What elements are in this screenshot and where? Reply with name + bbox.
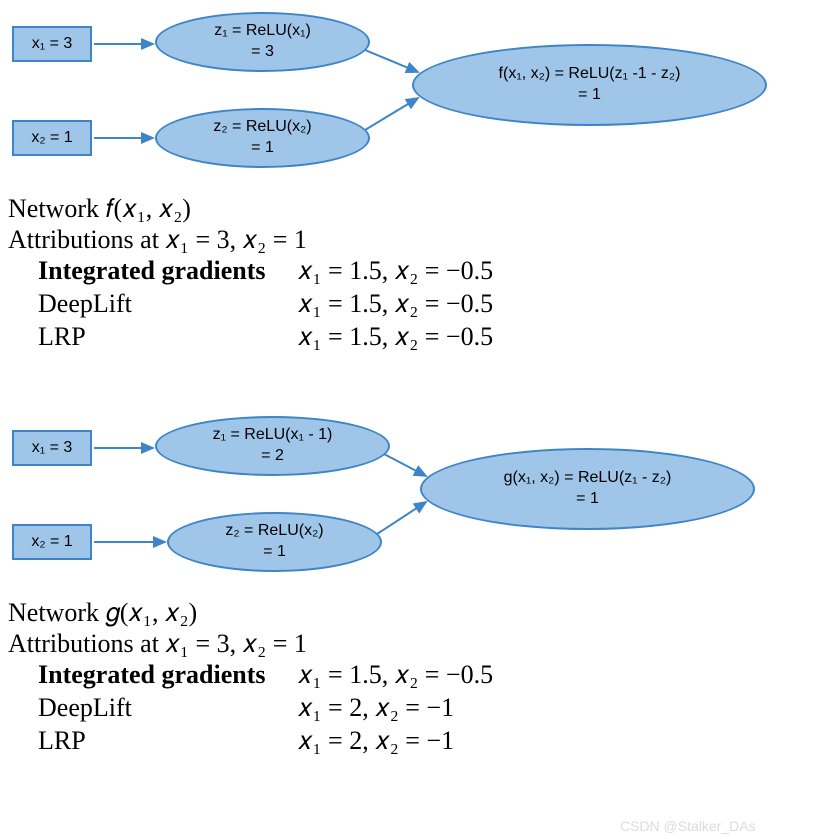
- edge-2: [384, 454, 426, 476]
- f-mid-0: z₁ = ReLU(x₁)= 3: [155, 12, 370, 72]
- g-input-1: x₂ = 1: [12, 524, 92, 560]
- node-line1: g(x₁, x₂) = ReLU(z₁ - z₂): [504, 468, 672, 489]
- attribution-row: LRP𝑥₁ = 1.5, 𝑥₂ = −0.5: [8, 322, 493, 353]
- attribution-values: 𝑥₁ = 1.5, 𝑥₂ = −0.5: [298, 289, 493, 320]
- attribution-values: 𝑥₁ = 1.5, 𝑥₂ = −0.5: [298, 322, 493, 353]
- node-line2: = 1: [251, 138, 274, 159]
- attribution-row: LRP𝑥₁ = 2, 𝑥₂ = −1: [8, 726, 493, 757]
- method-name: DeepLift: [8, 289, 298, 320]
- method-name: DeepLift: [8, 693, 298, 724]
- node-line1: z₁ = ReLU(x₁): [214, 21, 311, 42]
- network-title: Network 𝑔(𝑥₁, 𝑥₂): [8, 598, 493, 629]
- attributions-subtitle: Attributions at 𝑥₁ = 3, 𝑥₂ = 1: [8, 225, 493, 256]
- g-input-0: x₁ = 3: [12, 430, 92, 466]
- attribution-row: DeepLift𝑥₁ = 1.5, 𝑥₂ = −0.5: [8, 289, 493, 320]
- node-line1: f(x₁, x₂) = ReLU(z₁ -1 - z₂): [499, 64, 681, 85]
- node-line2: = 1: [578, 85, 601, 106]
- attributions-subtitle: Attributions at 𝑥₁ = 3, 𝑥₂ = 1: [8, 629, 493, 660]
- node-line1: z₁ = ReLU(x₁ - 1): [213, 425, 333, 446]
- edge-2: [365, 50, 418, 72]
- method-name: LRP: [8, 726, 298, 757]
- attribution-values: 𝑥₁ = 2, 𝑥₂ = −1: [298, 726, 493, 757]
- method-name: LRP: [8, 322, 298, 353]
- watermark: CSDN @Stalker_DAs: [620, 818, 756, 834]
- attribution-row: DeepLift𝑥₁ = 2, 𝑥₂ = −1: [8, 693, 493, 724]
- edge-3: [377, 502, 426, 534]
- node-line2: = 1: [263, 542, 286, 563]
- node-line2: = 2: [261, 446, 284, 467]
- g-mid-1: z₂ = ReLU(x₂)= 1: [167, 512, 382, 572]
- text-block-g: Network 𝑔(𝑥₁, 𝑥₂)Attributions at 𝑥₁ = 3,…: [8, 598, 493, 759]
- attribution-values: 𝑥₁ = 1.5, 𝑥₂ = −0.5: [298, 660, 493, 691]
- node-line1: z₂ = ReLU(x₂): [225, 521, 323, 542]
- method-name: Integrated gradients: [8, 660, 298, 691]
- f-mid-1: z₂ = ReLU(x₂)= 1: [155, 108, 370, 168]
- g-output: g(x₁, x₂) = ReLU(z₁ - z₂)= 1: [420, 448, 755, 530]
- attribution-values: 𝑥₁ = 2, 𝑥₂ = −1: [298, 693, 493, 724]
- g-mid-0: z₁ = ReLU(x₁ - 1)= 2: [155, 416, 390, 476]
- f-input-0: x₁ = 3: [12, 26, 92, 62]
- node-line2: = 3: [251, 42, 274, 63]
- attribution-row: Integrated gradients𝑥₁ = 1.5, 𝑥₂ = −0.5: [8, 256, 493, 287]
- text-block-f: Network 𝑓(𝑥₁, 𝑥₂)Attributions at 𝑥₁ = 3,…: [8, 194, 493, 355]
- node-line1: z₂ = ReLU(x₂): [213, 117, 311, 138]
- method-name: Integrated gradients: [8, 256, 298, 287]
- f-input-1: x₂ = 1: [12, 120, 92, 156]
- diagram-canvas: x₁ = 3 x₂ = 1 z₁ = ReLU(x₁)= 3 z₂ = ReLU(x₂…: [0, 0, 828, 839]
- f-output: f(x₁, x₂) = ReLU(z₁ -1 - z₂)= 1: [412, 44, 767, 126]
- node-line2: = 1: [576, 489, 599, 510]
- attribution-values: 𝑥₁ = 1.5, 𝑥₂ = −0.5: [298, 256, 493, 287]
- network-title: Network 𝑓(𝑥₁, 𝑥₂): [8, 194, 493, 225]
- edge-3: [365, 98, 418, 130]
- attribution-row: Integrated gradients𝑥₁ = 1.5, 𝑥₂ = −0.5: [8, 660, 493, 691]
